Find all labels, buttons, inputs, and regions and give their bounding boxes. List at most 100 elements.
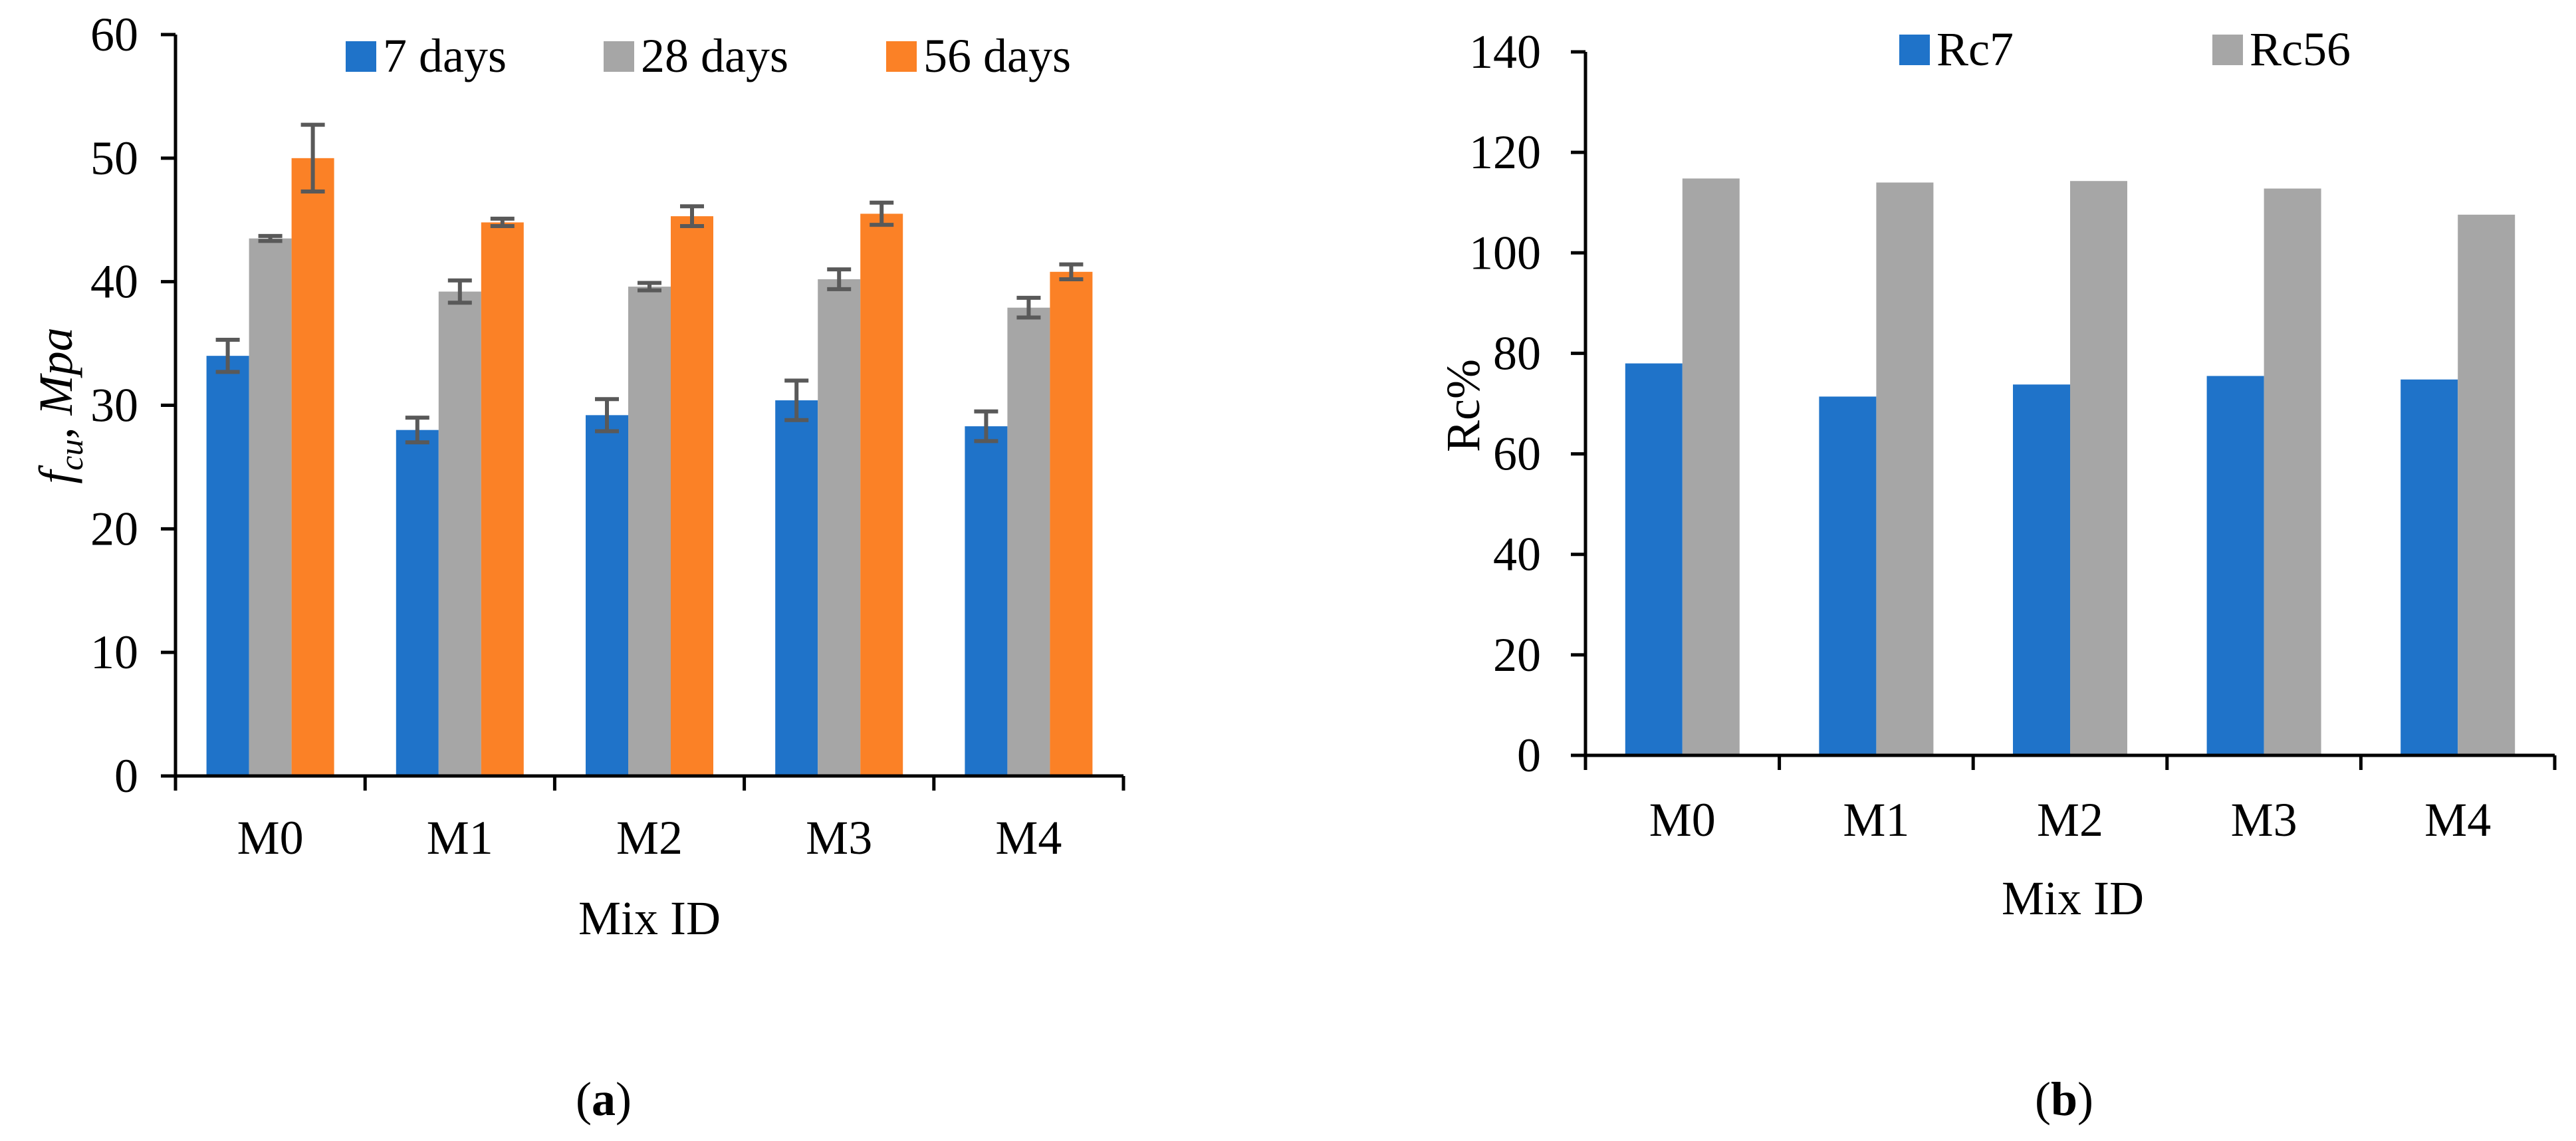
error-bar bbox=[974, 409, 998, 444]
bar-rc56-m4 bbox=[2458, 214, 2516, 755]
legend-item-7-days: 7 days bbox=[346, 29, 507, 82]
error-bar bbox=[1016, 295, 1041, 320]
bar-56-days-m1 bbox=[481, 222, 524, 776]
panel-a-label-letter: a bbox=[592, 1073, 616, 1126]
bar-7-days-m2 bbox=[586, 415, 628, 776]
bar-28-days-m2 bbox=[628, 287, 671, 777]
panel-a-label: (a) bbox=[576, 1073, 632, 1126]
panel-a-legend: 7 days 28 days 56 days bbox=[346, 29, 1071, 82]
legend-swatch bbox=[346, 41, 376, 72]
error-bar bbox=[1059, 262, 1084, 281]
y-tick-label: 40 bbox=[90, 255, 138, 309]
y-tick-label: 10 bbox=[90, 626, 138, 679]
y-tick-label: 100 bbox=[1469, 226, 1541, 279]
bar-56-days-m0 bbox=[291, 158, 334, 777]
bar-rc7-m0 bbox=[1625, 363, 1683, 755]
x-category-label: M1 bbox=[427, 811, 493, 864]
panel-b-y-axis-title: Rc% bbox=[1437, 359, 1490, 452]
y-tick-label: 0 bbox=[114, 749, 138, 803]
x-category-label: M2 bbox=[616, 811, 683, 864]
bar-56-days-m2 bbox=[671, 216, 713, 776]
y-axis-title-subscript: cu bbox=[53, 439, 90, 470]
bar-rc7-m4 bbox=[2400, 379, 2458, 755]
error-bar bbox=[680, 204, 704, 229]
y-tick-label: 120 bbox=[1469, 126, 1541, 179]
error-bar bbox=[784, 378, 809, 422]
bar-28-days-m4 bbox=[1007, 307, 1050, 777]
bar-28-days-m1 bbox=[438, 291, 481, 776]
panel-b: 0 20 40 60 80 100 120 140 M0 M1 M2 M3 M4 Rc7 Rc56 Mi… bbox=[1437, 23, 2557, 1126]
y-tick-label: 60 bbox=[90, 8, 138, 61]
y-tick-label: 140 bbox=[1469, 25, 1541, 78]
panel-a-bars bbox=[206, 158, 1093, 777]
x-category-label: M0 bbox=[237, 811, 304, 864]
error-bar bbox=[595, 397, 619, 434]
x-category-label: M3 bbox=[2231, 793, 2297, 846]
legend-swatch bbox=[886, 41, 917, 72]
error-bar bbox=[638, 281, 661, 293]
bar-rc7-m1 bbox=[1819, 396, 1877, 755]
panel-a-y-axis-title: fcu, Mpa bbox=[29, 327, 90, 483]
legend-item-rc7: Rc7 bbox=[1899, 23, 2014, 76]
panel-a-x-axis-title: Mix ID bbox=[578, 892, 721, 945]
legend-swatch bbox=[604, 41, 634, 72]
x-category-label: M1 bbox=[1843, 793, 1909, 846]
panel-a-error-bars bbox=[215, 122, 1084, 445]
y-tick-label: 80 bbox=[1493, 326, 1541, 380]
panel-a-x-ticks: M0 M1 M2 M3 M4 bbox=[174, 776, 1125, 864]
bar-7-days-m0 bbox=[206, 356, 249, 776]
error-bar bbox=[258, 233, 283, 243]
x-category-label: M2 bbox=[2037, 793, 2103, 846]
panel-b-label-letter: b bbox=[2051, 1073, 2077, 1126]
legend-label: Rc7 bbox=[1936, 23, 2014, 76]
legend-item-rc56: Rc56 bbox=[2212, 23, 2351, 76]
x-category-label: M3 bbox=[806, 811, 872, 864]
panel-b-x-axis-title: Mix ID bbox=[2002, 872, 2144, 925]
error-bar bbox=[490, 216, 515, 229]
error-bar bbox=[405, 416, 429, 445]
panel-b-y-ticks: 0 20 40 60 80 100 120 140 bbox=[1469, 25, 1585, 782]
x-category-label: M4 bbox=[995, 811, 1062, 864]
bar-28-days-m0 bbox=[249, 238, 292, 776]
x-category-label: M0 bbox=[1649, 793, 1716, 846]
legend-label: 56 days bbox=[923, 29, 1071, 82]
bar-56-days-m4 bbox=[1050, 271, 1093, 776]
y-axis-title-separator: , bbox=[29, 415, 82, 439]
bar-rc56-m2 bbox=[2070, 181, 2127, 755]
bar-rc7-m2 bbox=[2013, 384, 2070, 755]
x-category-label: M4 bbox=[2424, 793, 2491, 846]
bar-rc56-m1 bbox=[1876, 182, 1934, 755]
bar-56-days-m3 bbox=[860, 213, 903, 776]
legend-label: 7 days bbox=[383, 29, 507, 82]
legend-swatch bbox=[1899, 35, 1930, 65]
legend-label: Rc56 bbox=[2250, 23, 2351, 76]
error-bar bbox=[215, 338, 240, 374]
panel-b-legend: Rc7 Rc56 bbox=[1899, 23, 2351, 76]
error-bar bbox=[300, 122, 325, 194]
y-tick-label: 50 bbox=[90, 132, 138, 185]
legend-swatch bbox=[2212, 35, 2243, 65]
legend-item-56-days: 56 days bbox=[886, 29, 1071, 82]
bar-rc56-m3 bbox=[2264, 188, 2321, 755]
bar-rc56-m0 bbox=[1682, 178, 1740, 755]
panel-a: 0 10 20 30 40 50 60 M0 M1 M2 M3 M4 7 days 28 days 56… bbox=[29, 8, 1125, 1126]
y-tick-label: 0 bbox=[1517, 729, 1541, 782]
y-tick-label: 60 bbox=[1493, 428, 1541, 481]
panel-b-bars bbox=[1625, 178, 2516, 755]
panel-b-label: (b) bbox=[2035, 1073, 2093, 1126]
y-tick-label: 20 bbox=[1493, 628, 1541, 682]
y-tick-label: 40 bbox=[1493, 528, 1541, 581]
bar-7-days-m1 bbox=[396, 430, 439, 776]
legend-item-28-days: 28 days bbox=[604, 29, 788, 82]
panel-a-y-ticks: 0 10 20 30 40 50 60 bbox=[90, 8, 176, 803]
bar-7-days-m4 bbox=[965, 426, 1008, 776]
error-bar bbox=[870, 200, 894, 227]
error-bar bbox=[447, 278, 472, 305]
y-tick-label: 20 bbox=[90, 502, 138, 555]
bar-rc7-m3 bbox=[2206, 376, 2264, 755]
bar-28-days-m3 bbox=[818, 279, 861, 776]
bar-7-days-m3 bbox=[775, 400, 818, 776]
panel-b-x-ticks: M0 M1 M2 M3 M4 bbox=[1583, 755, 2557, 846]
